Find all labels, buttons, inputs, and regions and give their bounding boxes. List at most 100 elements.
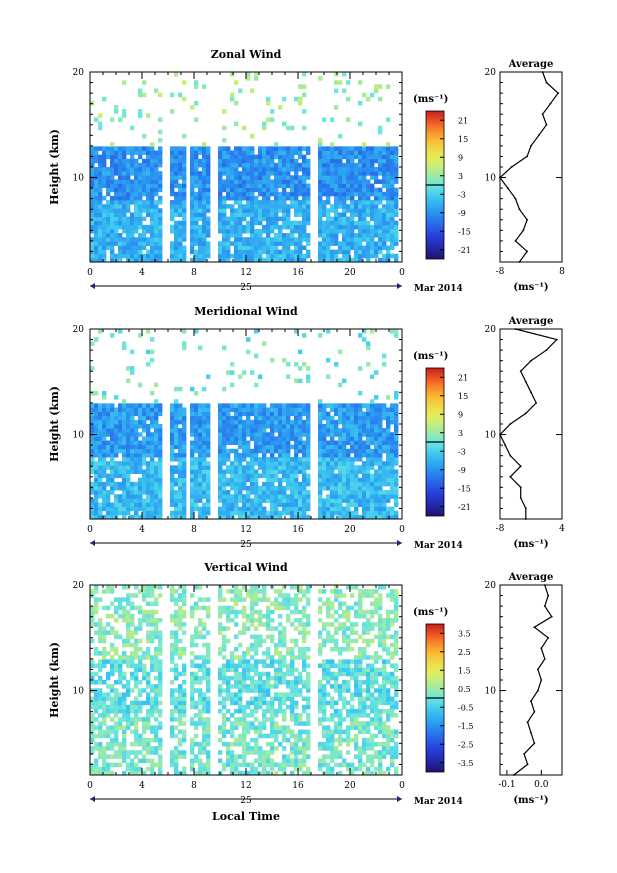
- colorbar-tick-label: -3: [458, 447, 466, 456]
- heatmap-cell: [390, 195, 395, 201]
- heatmap-cell: [90, 237, 95, 242]
- heatmap-cell: [170, 758, 175, 764]
- heatmap-cell: [322, 428, 327, 433]
- heatmap-cell: [106, 187, 111, 193]
- heatmap-cell: [150, 444, 155, 450]
- heatmap-cell: [190, 638, 195, 644]
- heatmap-cell: [306, 498, 311, 503]
- heatmap-cell: [390, 506, 395, 512]
- heatmap-cell: [130, 651, 135, 656]
- heatmap-cell: [266, 477, 271, 483]
- heatmap-cell: [118, 461, 123, 466]
- heatmap-cell: [222, 216, 227, 222]
- heatmap-cell: [306, 212, 311, 217]
- heatmap-cell: [234, 481, 239, 487]
- heatmap-cell: [266, 158, 271, 164]
- heatmap-cell: [138, 461, 143, 466]
- heatmap-cell: [222, 233, 227, 238]
- heatmap-cell: [270, 419, 275, 425]
- heatmap-cell: [110, 167, 115, 172]
- heatmap-cell: [90, 589, 95, 594]
- heatmap-cell: [258, 162, 263, 168]
- heatmap-cell: [298, 245, 303, 251]
- heatmap-cell: [206, 415, 211, 421]
- heatmap-cell: [174, 667, 179, 673]
- heatmap-cell: [230, 233, 235, 238]
- heatmap-cell: [322, 179, 327, 184]
- heatmap-cell: [142, 593, 147, 598]
- heatmap-cell: [326, 241, 331, 246]
- heatmap-cell: [306, 444, 311, 450]
- profile-point: [509, 423, 512, 425]
- heatmap-cell: [242, 481, 247, 487]
- heatmap-cell: [342, 448, 347, 454]
- heatmap-cell: [182, 485, 187, 491]
- heatmap-cell: [154, 428, 159, 433]
- heatmap-cell: [182, 613, 187, 619]
- heatmap-cell: [170, 228, 175, 234]
- heatmap-cell: [94, 167, 99, 172]
- heatmap-cell: [102, 419, 107, 425]
- heatmap-cell: [146, 485, 151, 491]
- heatmap-cell: [278, 432, 283, 437]
- heatmap-cell: [126, 754, 131, 759]
- heatmap-cell: [170, 92, 175, 98]
- heatmap-cell: [254, 411, 259, 417]
- heatmap-cell: [98, 502, 103, 508]
- heatmap-cell: [106, 228, 111, 234]
- heatmap-cell: [330, 481, 335, 487]
- heatmap-cell: [122, 659, 127, 664]
- heatmap-cell: [230, 403, 235, 408]
- heatmap-cell: [122, 725, 127, 730]
- heatmap-cell: [286, 195, 291, 201]
- heatmap-cell: [298, 502, 303, 508]
- heatmap-cell: [122, 452, 127, 458]
- heatmap-cell: [350, 241, 355, 246]
- heatmap-cell: [366, 195, 371, 201]
- heatmap-cell: [378, 216, 383, 222]
- heatmap-cell: [218, 424, 223, 429]
- heatmap-cell: [326, 158, 331, 164]
- heatmap-cell: [174, 167, 179, 172]
- heatmap-cell: [106, 684, 111, 689]
- heatmap-cell: [158, 642, 163, 648]
- heatmap-cell: [118, 154, 123, 160]
- heatmap-cell: [122, 477, 127, 483]
- heatmap-cell: [134, 684, 139, 689]
- heatmap-cell: [154, 473, 159, 479]
- heatmap-cell: [134, 146, 139, 151]
- heatmap-cell: [102, 154, 107, 160]
- heatmap-cell: [326, 485, 331, 491]
- heatmap-cell: [246, 444, 251, 450]
- heatmap-cell: [366, 506, 371, 512]
- heatmap-cell: [394, 187, 399, 193]
- heatmap-cell: [286, 411, 291, 417]
- heatmap-cell: [354, 457, 359, 462]
- heatmap-cell: [106, 746, 111, 751]
- heatmap-cell: [318, 224, 323, 230]
- heatmap-cell: [94, 741, 99, 747]
- heatmap-cell: [94, 216, 99, 222]
- heatmap-cell: [266, 117, 271, 122]
- heatmap-cell: [170, 212, 175, 217]
- heatmap-cell: [262, 490, 267, 495]
- heatmap-cell: [150, 432, 155, 437]
- heatmap-cell: [378, 96, 383, 102]
- heatmap-cell: [274, 154, 279, 160]
- heatmap-cell: [106, 514, 111, 520]
- heatmap-cell: [342, 216, 347, 222]
- heatmap-cell: [294, 179, 299, 184]
- heatmap-cell: [154, 448, 159, 454]
- heatmap-cell: [350, 494, 355, 499]
- heatmap-cell: [158, 663, 163, 669]
- heatmap-cell: [302, 432, 307, 437]
- heatmap-cell: [126, 721, 131, 726]
- heatmap-cell: [94, 477, 99, 483]
- heatmap-cell: [282, 436, 287, 441]
- heatmap-cell: [334, 424, 339, 429]
- heatmap-cell: [134, 733, 139, 739]
- heatmap-cell: [150, 700, 155, 706]
- heatmap-cell: [138, 249, 143, 255]
- heatmap-cell: [158, 481, 163, 487]
- heatmap-cell: [182, 457, 187, 462]
